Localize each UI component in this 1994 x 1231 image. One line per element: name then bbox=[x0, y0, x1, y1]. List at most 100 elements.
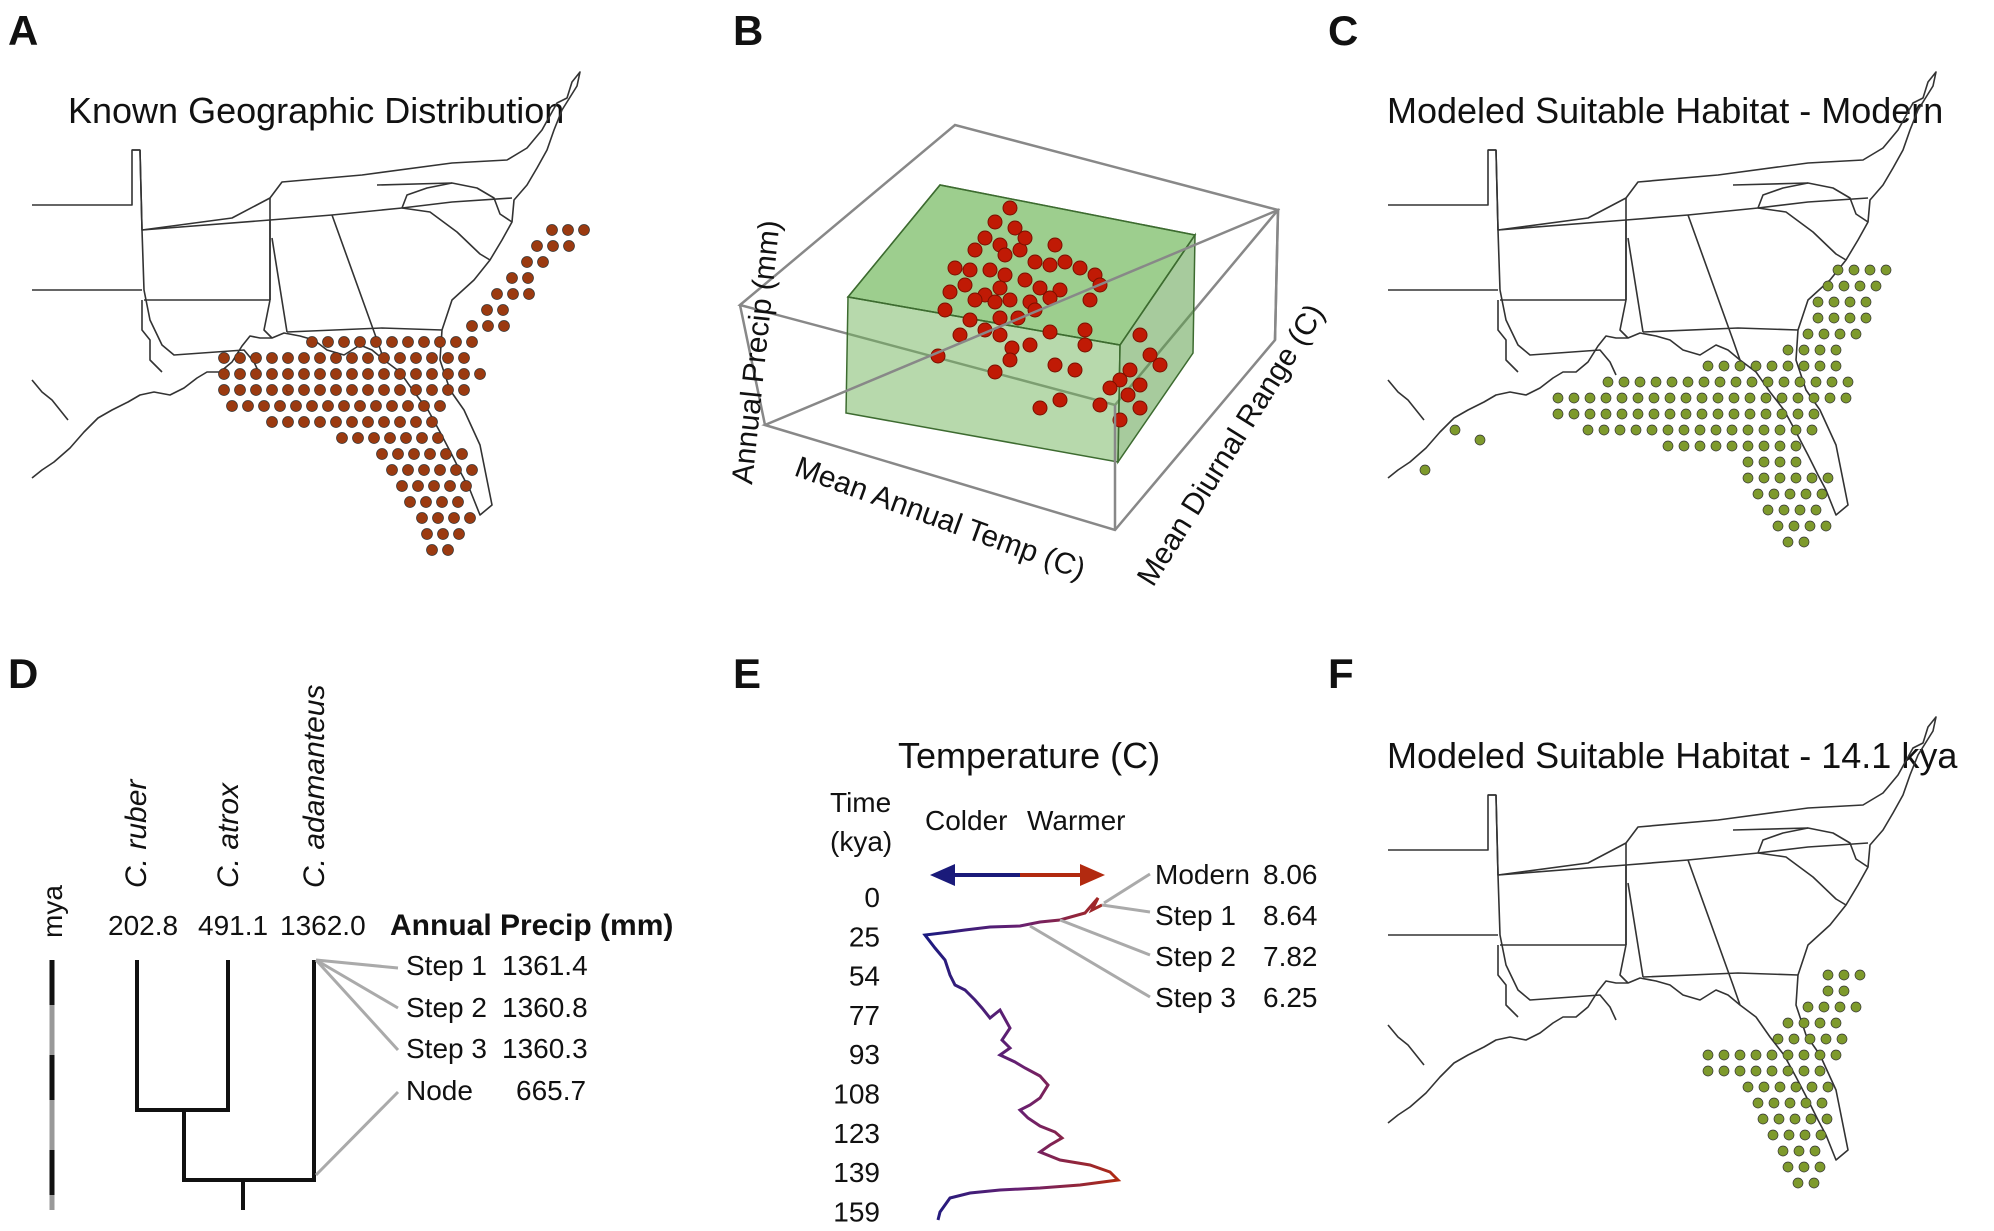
occurrence-point bbox=[1067, 362, 1083, 378]
occurrence-point bbox=[1017, 272, 1033, 288]
outer-box-edge bbox=[1273, 209, 1280, 341]
occurrence-point bbox=[942, 284, 958, 300]
time-tick-label: 25 bbox=[849, 921, 880, 952]
distribution-dot bbox=[442, 368, 454, 380]
distribution-dot bbox=[1782, 360, 1794, 372]
distribution-dot bbox=[1806, 1081, 1818, 1093]
occurrence-point bbox=[1142, 347, 1158, 363]
distribution-dot bbox=[421, 528, 433, 540]
distribution-dot bbox=[1816, 1097, 1828, 1109]
distribution-dot bbox=[1784, 488, 1796, 500]
occurrence-point bbox=[1072, 260, 1088, 276]
distribution-dot bbox=[1782, 344, 1794, 356]
time-tick-label: 93 bbox=[849, 1039, 880, 1070]
distribution-dot bbox=[1734, 1049, 1746, 1061]
distribution-dot bbox=[1650, 376, 1662, 388]
distribution-dot bbox=[1828, 312, 1840, 324]
distribution-dot bbox=[460, 480, 472, 492]
distribution-dot bbox=[428, 480, 440, 492]
colder-label: Colder bbox=[925, 805, 1007, 836]
occurrence-point bbox=[982, 262, 998, 278]
distribution-dot bbox=[1614, 424, 1626, 436]
distribution-dot bbox=[1772, 520, 1784, 532]
distribution-dot bbox=[1718, 1065, 1730, 1077]
distribution-dot bbox=[266, 352, 278, 364]
distribution-dot bbox=[1600, 392, 1612, 404]
distribution-dot bbox=[1820, 520, 1832, 532]
step-connectors-d bbox=[314, 958, 400, 1177]
time-tick-label: 123 bbox=[833, 1118, 880, 1149]
distribution-dot bbox=[1742, 1081, 1754, 1093]
distribution-dot bbox=[437, 528, 449, 540]
distribution-dot bbox=[1800, 488, 1812, 500]
distribution-dot bbox=[1666, 376, 1678, 388]
distribution-dot bbox=[1680, 408, 1692, 420]
distribution-dot bbox=[394, 352, 406, 364]
distribution-dot bbox=[456, 448, 468, 460]
distribution-dot bbox=[1812, 312, 1824, 324]
step-value-d: 1361.4 bbox=[502, 950, 588, 981]
distribution-dot bbox=[1726, 424, 1738, 436]
distribution-dot bbox=[1750, 1065, 1762, 1077]
mya-label: mya bbox=[37, 885, 68, 938]
distribution-dot bbox=[1694, 424, 1706, 436]
distribution-dot bbox=[1848, 264, 1860, 276]
distribution-dot bbox=[1419, 464, 1431, 476]
distribution-dot bbox=[1798, 344, 1810, 356]
distribution-dot bbox=[1802, 1001, 1814, 1013]
distribution-dot bbox=[1789, 1113, 1801, 1125]
occurrence-point bbox=[997, 247, 1013, 263]
occurrence-point bbox=[1077, 337, 1093, 353]
distribution-dot bbox=[1766, 360, 1778, 372]
occurrence-point bbox=[992, 310, 1008, 326]
distribution-dot bbox=[1582, 424, 1594, 436]
occurrence-point bbox=[987, 214, 1003, 230]
taxon-label-ruber: C. ruber bbox=[120, 779, 153, 888]
distribution-dot bbox=[506, 272, 518, 284]
panel-a-title: Known Geographic Distribution bbox=[68, 90, 564, 131]
distribution-dot bbox=[234, 368, 246, 380]
distribution-dot bbox=[400, 432, 412, 444]
distribution-dot bbox=[1830, 1049, 1842, 1061]
node-value-d: 665.7 bbox=[516, 1075, 586, 1106]
distribution-dot bbox=[1634, 376, 1646, 388]
distribution-dot bbox=[1842, 376, 1854, 388]
distribution-dot bbox=[546, 224, 558, 236]
occurrence-point bbox=[1132, 377, 1148, 393]
distribution-dot bbox=[426, 384, 438, 396]
distribution-dot bbox=[274, 400, 286, 412]
distribution-dot bbox=[1788, 520, 1800, 532]
distribution-dot bbox=[330, 416, 342, 428]
distribution-dot bbox=[1809, 1145, 1821, 1157]
occurrence-point bbox=[1032, 280, 1048, 296]
phylogeny-tree bbox=[135, 960, 316, 1210]
time-tick-label: 139 bbox=[833, 1157, 880, 1188]
distribution-dot bbox=[346, 416, 358, 428]
distribution-dot bbox=[1758, 472, 1770, 484]
occurrence-point bbox=[1022, 337, 1038, 353]
panel-letter-c: C bbox=[1328, 7, 1358, 54]
distribution-dot bbox=[1774, 424, 1786, 436]
distribution-dot bbox=[1838, 985, 1850, 997]
time-unit-label: (kya) bbox=[830, 826, 892, 857]
distribution-dot bbox=[1836, 1033, 1848, 1045]
distribution-dot bbox=[1664, 392, 1676, 404]
occurrence-point bbox=[1047, 237, 1063, 253]
distribution-dot bbox=[330, 352, 342, 364]
occurrence-point bbox=[1002, 352, 1018, 368]
outer-box-edge bbox=[738, 304, 767, 426]
distribution-dot bbox=[563, 240, 575, 252]
step-label-e: Step 3 bbox=[1155, 982, 1236, 1013]
distribution-dot bbox=[1790, 1081, 1802, 1093]
distribution-dot bbox=[370, 400, 382, 412]
distribution-dot bbox=[1798, 1017, 1810, 1029]
distribution-dot bbox=[1767, 1129, 1779, 1141]
distribution-dot bbox=[1798, 1049, 1810, 1061]
occurrence-point bbox=[1017, 230, 1033, 246]
distribution-dot bbox=[1710, 424, 1722, 436]
distribution-dot bbox=[1790, 472, 1802, 484]
distribution-dot bbox=[282, 352, 294, 364]
distribution-dot bbox=[1810, 504, 1822, 516]
distribution-dot bbox=[1778, 376, 1790, 388]
distribution-dot bbox=[1712, 408, 1724, 420]
